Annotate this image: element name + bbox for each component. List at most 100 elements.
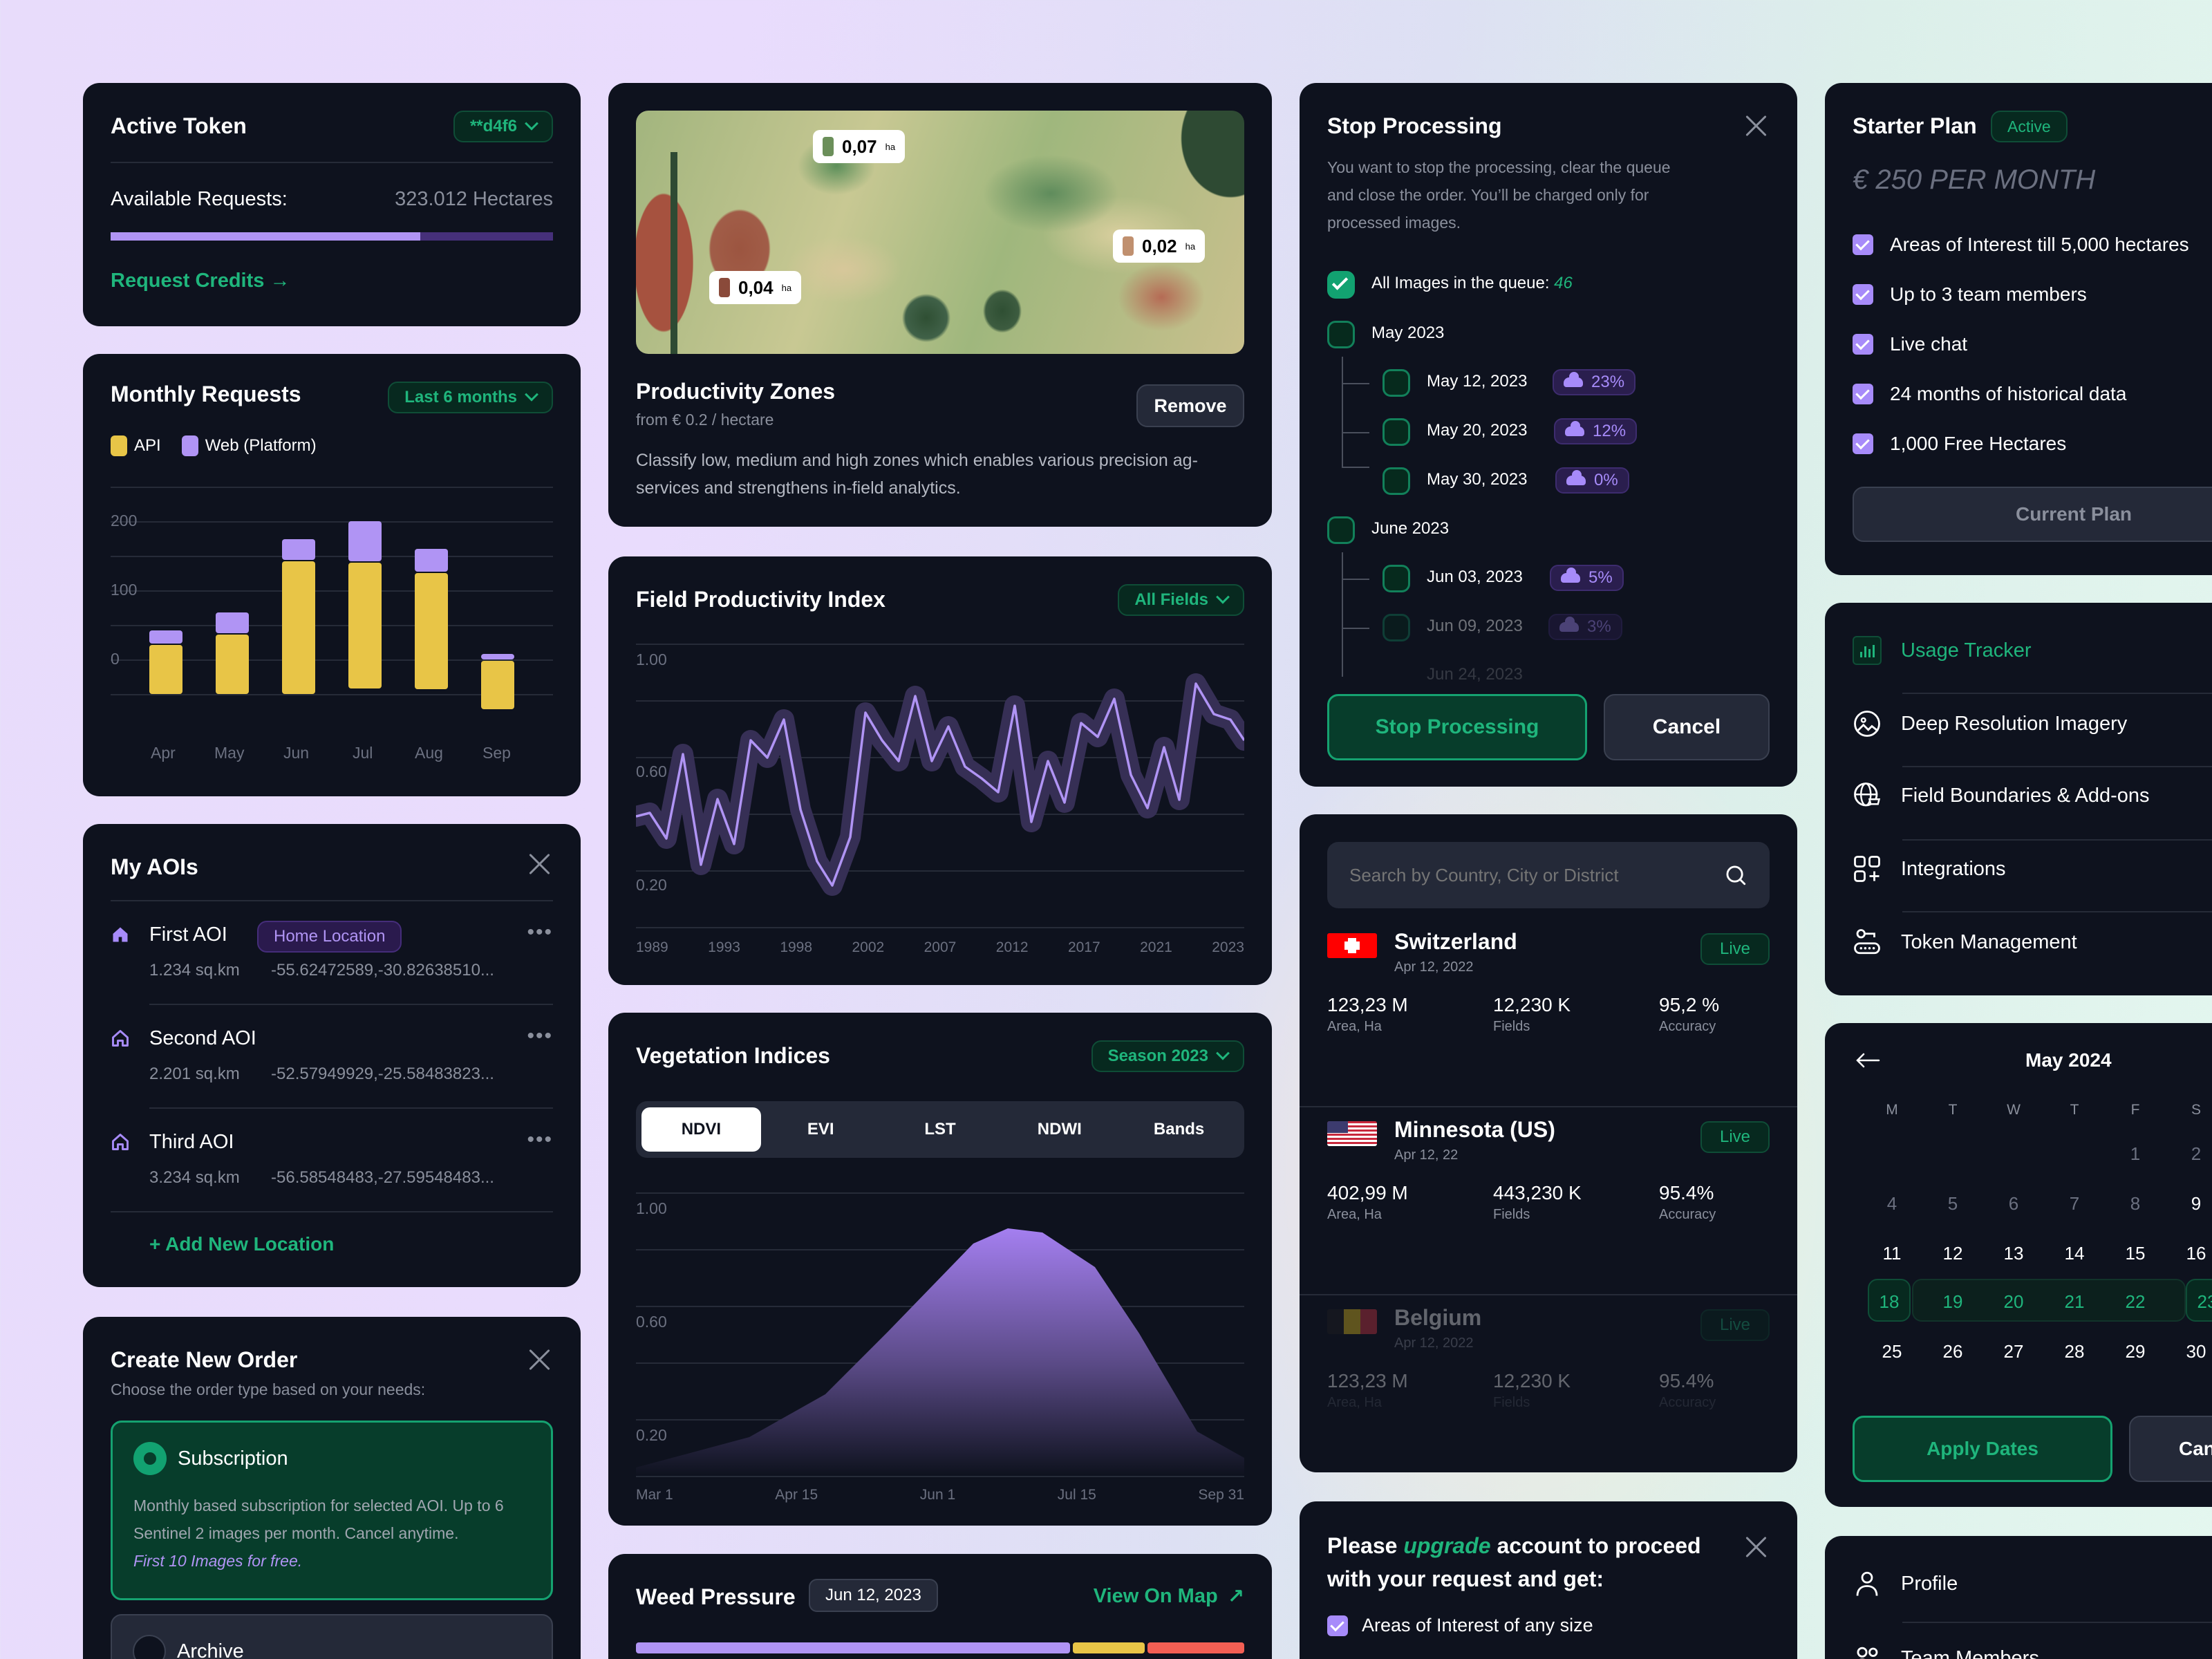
aoi-area: 2.201 sq.km	[149, 1065, 240, 1083]
add-location-link[interactable]: + Add New Location	[149, 1233, 335, 1255]
tab-ndwi[interactable]: NDWI	[1037, 1120, 1082, 1138]
nav-item-integrations[interactable]: Integrations	[1853, 854, 2006, 883]
calendar-day[interactable]: 8	[2130, 1193, 2141, 1214]
radio-selected[interactable]	[133, 1442, 167, 1475]
apply-dates-button[interactable]: Apply Dates	[1853, 1416, 2112, 1482]
checkbox-item[interactable]	[1382, 467, 1410, 495]
token-select[interactable]: **d4f6	[453, 111, 553, 142]
calendar-day[interactable]: 4	[1886, 1193, 1897, 1214]
date-badge[interactable]: Jun 12, 2023	[809, 1579, 938, 1612]
region-item[interactable]: Minnesota (US) Apr 12, 22 Live 402,99 M …	[1300, 1117, 1797, 1259]
nav-item-usage-tracker[interactable]: Usage Tracker	[1853, 636, 2032, 665]
zone-marker[interactable]: 0,04 ha	[709, 271, 802, 304]
remove-button[interactable]: Remove	[1136, 384, 1244, 427]
region-search[interactable]	[1327, 842, 1770, 908]
checkbox-group[interactable]	[1327, 321, 1355, 348]
calendar-day[interactable]: 13	[2003, 1243, 2024, 1264]
x-tick: Sep	[482, 744, 511, 762]
region-item[interactable]: Switzerland Apr 12, 2022 Live 123,23 M A…	[1300, 929, 1797, 1071]
calendar-day-in-range[interactable]: 20	[2003, 1291, 2024, 1312]
status-badge: Live	[1700, 1121, 1770, 1153]
request-credits-link[interactable]: Request Credits →	[111, 270, 290, 292]
checkbox-item[interactable]	[1382, 565, 1410, 592]
close-icon[interactable]	[525, 1344, 553, 1372]
calendar-day[interactable]: 5	[1947, 1193, 1958, 1214]
calendar-day-in-range[interactable]: 21	[2064, 1291, 2085, 1312]
calendar-day[interactable]: 15	[2125, 1243, 2146, 1264]
tab-bands[interactable]: Bands	[1153, 1120, 1205, 1138]
calendar-day[interactable]: 11	[1882, 1243, 1902, 1264]
region-search-input[interactable]	[1349, 842, 1709, 908]
stop-processing-button[interactable]: Stop Processing	[1327, 694, 1587, 760]
tab-evi[interactable]: EVI	[807, 1120, 834, 1138]
y-tick: 0.60	[636, 762, 667, 780]
upgrade-feature: Areas of Interest of any size	[1327, 1615, 1593, 1636]
range-select[interactable]: Last 6 months	[388, 382, 553, 413]
more-dots-icon[interactable]: •••	[527, 1128, 553, 1151]
aoi-name: Third AOI	[149, 1131, 234, 1153]
season-select[interactable]: Season 2023	[1091, 1040, 1244, 1072]
aoi-list-item[interactable]: Third AOI ••• 3.234 sq.km -56.58548483,-…	[111, 1128, 553, 1211]
calendar-day[interactable]: 28	[2064, 1341, 2085, 1362]
calendar-day-selected[interactable]: 18	[1879, 1291, 1900, 1312]
radio-empty[interactable]	[133, 1635, 166, 1659]
checkbox-group[interactable]	[1327, 516, 1355, 544]
cancel-button[interactable]: Cancel	[1604, 694, 1770, 760]
calendar-day[interactable]: 27	[2003, 1341, 2024, 1362]
aoi-coords: -56.58548483,-27.59548483...	[271, 1168, 494, 1187]
fields-select[interactable]: All Fields	[1118, 584, 1244, 616]
cancel-button[interactable]: Cancel	[2129, 1416, 2212, 1482]
calendar-day-in-range[interactable]: 19	[1942, 1291, 1963, 1312]
calendar-day[interactable]: 12	[1942, 1243, 1963, 1264]
calendar-day[interactable]: 26	[1942, 1341, 1963, 1362]
checkbox-item[interactable]	[1382, 369, 1410, 397]
x-tick: Jun	[283, 744, 310, 762]
calendar-day[interactable]: 7	[2069, 1193, 2080, 1214]
option-archive[interactable]: Archive	[111, 1614, 553, 1659]
area-value: 123,23 M	[1327, 994, 1408, 1015]
pressure-medium	[1072, 1642, 1145, 1653]
zone-marker[interactable]: 0,02 ha	[1113, 229, 1206, 263]
aoi-coords: -55.62472589,-30.82638510...	[271, 961, 494, 980]
nav-item-token-management[interactable]: Token Management	[1853, 928, 2077, 957]
arrow-left-icon[interactable]	[1855, 1052, 1880, 1069]
option-subscription[interactable]: Subscription Monthly based subscription …	[111, 1421, 553, 1600]
upgrade-link[interactable]: upgrade	[1403, 1533, 1491, 1558]
calendar-day[interactable]: 25	[1882, 1341, 1902, 1362]
current-plan-button[interactable]: Current Plan	[1853, 487, 2212, 542]
view-on-map-link[interactable]: View On Map ↗	[1093, 1585, 1244, 1608]
close-icon[interactable]	[1742, 1532, 1770, 1559]
more-dots-icon[interactable]: •••	[527, 1024, 553, 1047]
nav-item-field-boundaries[interactable]: Field Boundaries & Add-ons	[1853, 781, 2150, 810]
search-icon[interactable]	[1724, 863, 1747, 887]
calendar-day[interactable]: 16	[2186, 1243, 2206, 1264]
tab-lst[interactable]: LST	[924, 1120, 956, 1138]
checkbox-all[interactable]	[1327, 271, 1355, 299]
zones-map[interactable]: 0,07 ha 0,04 ha 0,02 ha	[636, 111, 1244, 354]
close-icon[interactable]	[1742, 111, 1770, 138]
zone-marker[interactable]: 0,07 ha	[813, 130, 906, 163]
region-item[interactable]: Belgium Apr 12, 2022 Live 123,23 M Area,…	[1300, 1305, 1797, 1468]
close-icon[interactable]	[525, 849, 553, 877]
calendar-day[interactable]: 9	[2191, 1193, 2202, 1214]
checkbox-item[interactable]	[1382, 614, 1410, 641]
grid-line	[111, 625, 553, 626]
calendar-day-selected[interactable]: 23	[2197, 1291, 2212, 1312]
more-dots-icon[interactable]: •••	[527, 921, 553, 944]
tab-ndvi[interactable]: NDVI	[641, 1107, 761, 1152]
aoi-list-item[interactable]: Second AOI ••• 2.201 sq.km -52.57949929,…	[111, 1024, 553, 1107]
checkbox-item[interactable]	[1382, 418, 1410, 446]
calendar-day[interactable]: 30	[2186, 1341, 2206, 1362]
nav-item-deep-resolution[interactable]: Deep Resolution Imagery	[1853, 709, 2127, 738]
range-start-cell[interactable]	[1868, 1279, 1911, 1322]
calendar-day[interactable]: 29	[2125, 1341, 2146, 1362]
calendar-day[interactable]: 14	[2064, 1243, 2085, 1264]
calendar-day-in-range[interactable]: 22	[2125, 1291, 2146, 1312]
range-end-cell[interactable]	[2186, 1279, 2212, 1322]
calendar-day[interactable]: 1	[2130, 1143, 2141, 1164]
nav-item-profile[interactable]: Profile	[1853, 1569, 1958, 1598]
calendar-day[interactable]: 2	[2191, 1143, 2202, 1164]
calendar-day[interactable]: 6	[2008, 1193, 2019, 1214]
aoi-list-item[interactable]: First AOI Home Location ••• 1.234 sq.km …	[111, 921, 553, 1004]
nav-item-team-members[interactable]: Team Members	[1853, 1644, 2039, 1659]
